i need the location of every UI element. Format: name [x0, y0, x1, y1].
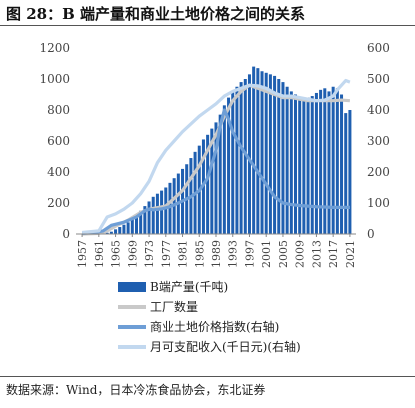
x-tick-label: 2021	[344, 240, 357, 268]
x-tick-label: 1961	[93, 240, 106, 268]
bar-1975	[155, 193, 159, 234]
y-right-tick-label: 300	[367, 134, 390, 148]
output-bars	[88, 66, 352, 235]
bar-1974	[151, 196, 155, 234]
bar-2009	[298, 97, 302, 234]
x-tick-label: 1957	[76, 240, 89, 268]
bar-2001	[264, 72, 268, 234]
bar-2020	[344, 113, 348, 234]
bar-1992	[227, 97, 231, 234]
bar-2010	[302, 99, 306, 235]
bar-1972	[143, 206, 147, 234]
y-left-tick-label: 1200	[39, 41, 70, 55]
source-rule	[0, 376, 415, 377]
legend-land-price-label: 商业土地价格指数(右轴)	[150, 319, 279, 334]
bar-1968	[126, 222, 130, 235]
legend-swatch-output	[118, 282, 146, 292]
bar-1966	[118, 227, 122, 234]
source-note: 数据来源：Wind，日本冷冻食品协会，东北证券	[6, 383, 266, 397]
bar-2018	[335, 88, 339, 234]
figure-title: 图 28：B 端产量和商业土地价格之间的关系	[6, 5, 305, 23]
x-tick-label: 1989	[210, 240, 223, 268]
x-tick-label: 2005	[277, 240, 290, 268]
y-left-tick-label: 1000	[39, 72, 70, 86]
bar-1976	[160, 190, 164, 234]
bar-1997	[247, 74, 251, 234]
series-lines	[81, 78, 351, 236]
bar-2012	[310, 96, 314, 234]
bar-2008	[294, 94, 298, 234]
bar-2013	[314, 92, 318, 234]
x-tick-label: 2017	[327, 240, 340, 268]
bar-1969	[130, 219, 134, 234]
y-left-tick-label: 400	[47, 165, 70, 179]
bar-1978	[168, 182, 172, 234]
x-tick-label: 2001	[260, 240, 273, 268]
legend-factories-label: 工厂数量	[150, 299, 198, 314]
y-right-tick-label: 200	[367, 165, 390, 179]
x-tick-label: 1985	[193, 240, 206, 268]
x-tick-label: 1981	[177, 240, 190, 268]
bar-1971	[139, 210, 143, 234]
income-line	[81, 78, 351, 235]
x-tick-label: 2013	[310, 240, 323, 268]
axes: 0 200 400 600 800 1000 1200 0 100 200 300 400 500 600…	[39, 41, 389, 268]
x-tick-label: 1969	[126, 240, 139, 268]
y-right-tick-label: 100	[367, 196, 390, 210]
title-rule	[0, 25, 415, 26]
bar-1987	[206, 134, 210, 234]
y-right-tick-label: 400	[367, 103, 390, 117]
bar-2004	[277, 79, 281, 234]
bar-1994	[235, 86, 239, 234]
x-tick-label: 1997	[243, 240, 256, 268]
bar-1999	[256, 68, 260, 235]
bar-1977	[164, 187, 168, 234]
bar-2000	[260, 71, 264, 234]
bar-1990	[218, 114, 222, 234]
bar-1993	[231, 91, 235, 235]
y-left-tick-label: 0	[62, 227, 70, 241]
y-right-tick-label: 0	[367, 227, 375, 241]
bar-1996	[243, 79, 247, 234]
bar-1970	[134, 215, 138, 234]
bar-2006	[285, 86, 289, 234]
bar-2005	[281, 82, 285, 234]
bar-2003	[273, 75, 277, 235]
legend-income-label: 月可支配收入(千日元)(右轴)	[150, 339, 301, 354]
bar-2011	[306, 97, 310, 234]
bar-2014	[319, 89, 323, 234]
y-right-tick-label: 600	[367, 41, 390, 55]
y-left-tick-label: 800	[47, 103, 70, 117]
chart: 0 200 400 600 800 1000 1200 0 100 200 300 400 500 600…	[39, 41, 389, 354]
y-right-tick-label: 500	[367, 72, 390, 86]
bar-1995	[239, 82, 243, 234]
bar-2007	[289, 91, 293, 235]
bar-1988	[210, 128, 214, 234]
bar-1998	[252, 66, 256, 234]
y-left-tick-label: 200	[47, 196, 70, 210]
bar-1973	[147, 201, 151, 234]
bar-1989	[214, 122, 218, 234]
bar-2017	[331, 86, 335, 234]
bar-1963	[105, 232, 109, 234]
bar-2002	[268, 74, 272, 234]
y-left-tick-label: 600	[47, 134, 70, 148]
x-tick-label: 1973	[143, 240, 156, 268]
bar-2021	[348, 110, 352, 234]
x-tick-label: 1977	[160, 240, 173, 268]
bar-1967	[122, 224, 126, 234]
bar-1991	[222, 105, 226, 234]
legend-label-output: B端产量(千吨)	[150, 280, 228, 294]
x-tick-label: 1993	[227, 240, 240, 268]
x-tick-label: 1965	[110, 240, 123, 268]
bar-2019	[340, 94, 344, 234]
x-tick-label: 2009	[294, 240, 307, 268]
bar-1965	[114, 229, 118, 234]
bar-2016	[327, 91, 331, 235]
bar-2015	[323, 88, 327, 234]
land-price-line	[81, 108, 350, 235]
bar-1964	[109, 231, 113, 234]
